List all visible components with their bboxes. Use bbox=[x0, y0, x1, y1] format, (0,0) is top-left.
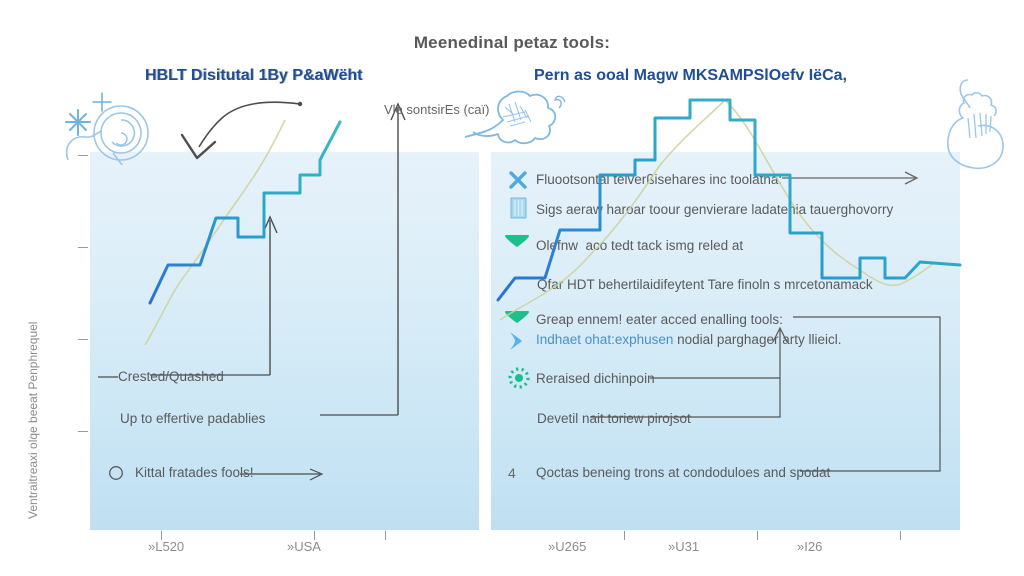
svg-text:4: 4 bbox=[508, 465, 516, 481]
